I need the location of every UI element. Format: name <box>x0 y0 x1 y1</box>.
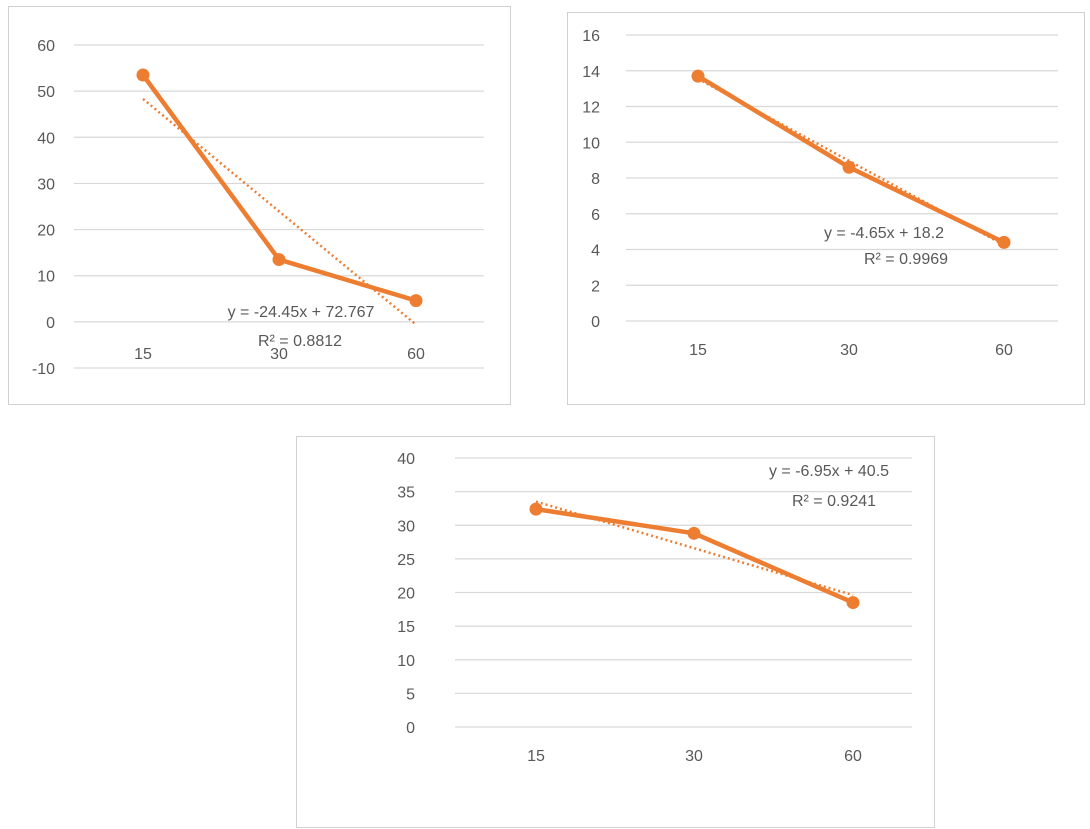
y-tick-label: 25 <box>397 552 415 569</box>
chart-3-plot: 0 5 10 15 20 25 30 35 40 15 30 60 y = -6.95x + 40.5 R… <box>397 451 912 765</box>
x-tick-label: 30 <box>840 342 858 359</box>
series-line <box>695 73 1007 245</box>
chart-3: 0 5 10 15 20 25 30 35 40 15 30 60 y = -6.95x + 40.5 R… <box>296 436 935 828</box>
trendline-r-squared: R² = 0.9969 <box>864 251 948 268</box>
y-tick-label: 60 <box>37 38 55 55</box>
x-axis: 15 30 60 <box>134 346 425 363</box>
chart-1: -10 0 10 20 30 40 50 60 15 30 60 y = -24.45x + 72.7… <box>8 6 511 405</box>
x-tick-label: 60 <box>844 748 862 765</box>
x-tick-label: 15 <box>527 748 545 765</box>
y-tick-label: 4 <box>591 243 600 260</box>
y-tick-label: 20 <box>37 223 55 240</box>
x-tick-label: 60 <box>995 342 1013 359</box>
y-tick-label: 10 <box>397 653 415 670</box>
series-markers <box>136 68 423 308</box>
y-tick-label: 8 <box>591 171 600 188</box>
x-tick-label: 60 <box>407 346 425 363</box>
y-axis: -10 0 10 20 30 40 50 60 <box>32 38 55 378</box>
series-line <box>533 506 856 605</box>
data-point <box>691 69 705 83</box>
y-tick-label: 30 <box>37 176 55 193</box>
gridlines <box>74 44 484 369</box>
y-tick-label: -10 <box>32 361 55 378</box>
data-point <box>409 294 423 308</box>
y-tick-label: 15 <box>397 619 415 636</box>
chart-1-plot: -10 0 10 20 30 40 50 60 15 30 60 y = -24.45x + 72.7… <box>32 38 484 378</box>
data-point <box>842 160 856 174</box>
trendline-equation: y = -6.95x + 40.5 <box>769 463 889 480</box>
y-tick-label: 16 <box>582 28 600 45</box>
series-line <box>140 72 419 303</box>
y-tick-label: 20 <box>397 586 415 603</box>
x-tick-label: 15 <box>689 342 707 359</box>
chart-2: 0 2 4 6 8 10 12 14 16 15 30 60 y = -4.65x + 18.2 R² =… <box>567 12 1085 405</box>
y-tick-label: 2 <box>591 278 600 295</box>
x-axis: 15 30 60 <box>689 342 1013 359</box>
trendline-equation: y = -24.45x + 72.767 <box>228 304 375 321</box>
x-tick-label: 15 <box>134 346 152 363</box>
y-tick-label: 40 <box>397 451 415 468</box>
y-tick-label: 40 <box>37 130 55 147</box>
x-tick-label: 30 <box>685 748 703 765</box>
gridlines <box>626 34 1058 322</box>
chart-2-plot: 0 2 4 6 8 10 12 14 16 15 30 60 y = -4.65x + 18.2 R² =… <box>582 28 1058 359</box>
y-tick-label: 6 <box>591 207 600 224</box>
data-point <box>846 596 860 610</box>
y-tick-label: 35 <box>397 485 415 502</box>
y-tick-label: 30 <box>397 518 415 535</box>
trendline-r-squared: R² = 0.8812 <box>258 333 342 350</box>
y-tick-label: 0 <box>406 720 415 737</box>
y-axis: 0 5 10 15 20 25 30 35 40 <box>397 451 415 737</box>
gridlines <box>455 457 912 728</box>
y-tick-label: 12 <box>582 100 600 117</box>
data-point <box>687 526 701 540</box>
y-tick-label: 5 <box>406 686 415 703</box>
series-markers <box>691 69 1011 249</box>
series-markers <box>529 502 860 610</box>
y-tick-label: 10 <box>582 135 600 152</box>
x-tick-label: 30 <box>270 346 288 363</box>
data-point <box>136 68 150 82</box>
y-tick-label: 50 <box>37 84 55 101</box>
y-axis: 0 2 4 6 8 10 12 14 16 <box>582 28 600 331</box>
y-tick-label: 10 <box>37 269 55 286</box>
y-tick-label: 0 <box>591 314 600 331</box>
data-point <box>272 253 286 267</box>
y-tick-label: 0 <box>46 315 55 332</box>
trendline-equation: y = -4.65x + 18.2 <box>824 225 944 242</box>
x-axis: 15 30 60 <box>527 748 862 765</box>
y-tick-label: 14 <box>582 64 600 81</box>
data-point <box>529 502 543 516</box>
data-point <box>997 235 1011 249</box>
trendline-r-squared: R² = 0.9241 <box>792 493 876 510</box>
